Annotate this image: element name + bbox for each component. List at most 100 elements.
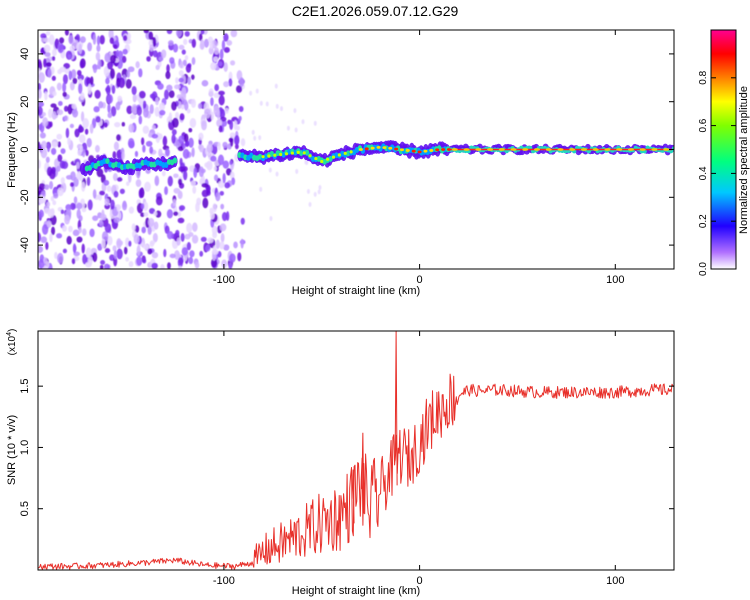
noise-blob [187, 76, 191, 85]
noise-blob [183, 170, 188, 181]
noise-blob [40, 33, 47, 39]
noise-blob [154, 106, 160, 117]
noise-blob [92, 63, 98, 74]
noise-blob [44, 184, 50, 190]
noise-blob [188, 127, 193, 133]
noise-blob [188, 137, 194, 148]
noise-blob [205, 244, 211, 252]
noise-blob [178, 166, 185, 172]
noise-blob [107, 112, 113, 119]
noise-blob [136, 168, 141, 179]
noise-blob [204, 162, 211, 168]
noise-blob [194, 261, 200, 269]
noise-blob [89, 123, 94, 134]
noise-blob [304, 159, 308, 165]
noise-blob [208, 46, 214, 55]
noise-blob [78, 83, 83, 94]
noise-blob [104, 248, 111, 254]
noise-blob [286, 125, 290, 131]
noise-blob [45, 156, 50, 163]
noise-blob [38, 101, 45, 107]
noise-blob [149, 146, 154, 154]
noise-blob [134, 150, 139, 157]
spectrogram-y-tick-label: 20 [19, 96, 31, 108]
noise-blob [76, 202, 83, 210]
noise-blob [265, 101, 269, 107]
snr-axes: -100 0 100 0.5 1.0 1.5 [19, 331, 674, 587]
noise-blob [155, 97, 159, 106]
noise-blob [166, 30, 173, 35]
noise-blob [69, 123, 74, 129]
noise-blob [38, 141, 41, 151]
noise-blob [142, 201, 149, 212]
noise-blob [87, 199, 93, 211]
noise-blob [165, 148, 170, 157]
spectrogram-y-label: Frequency (Hz) [6, 112, 18, 188]
snr-frame [37, 330, 675, 571]
noise-blob [100, 213, 107, 221]
noise-blob [151, 124, 156, 130]
noise-blob [295, 168, 299, 174]
noise-blob [203, 38, 209, 48]
noise-blob [60, 177, 65, 185]
noise-blob [44, 91, 48, 101]
noise-blob [93, 106, 100, 113]
noise-blob [219, 223, 227, 232]
noise-blob [84, 128, 89, 135]
noise-blob [63, 115, 68, 121]
spectrogram-x-tick-label: 0 [417, 274, 423, 286]
noise-blob [213, 47, 219, 55]
noise-blob [183, 133, 189, 143]
noise-blob [80, 111, 85, 122]
noise-blob [238, 106, 244, 113]
noise-blob [76, 236, 83, 243]
ridge-peak-dot [557, 148, 564, 151]
noise-blob [229, 253, 236, 263]
noise-blob [149, 104, 154, 115]
noise-blob [229, 135, 234, 147]
noise-blob [167, 262, 171, 269]
noise-blob [199, 144, 204, 153]
ridge-hot-spot [388, 146, 393, 150]
noise-blob [57, 187, 64, 197]
noise-blob [176, 94, 182, 99]
noise-blob [259, 186, 263, 192]
noise-blob [73, 176, 79, 187]
noise-blob [213, 56, 219, 62]
noise-blob [71, 103, 77, 110]
noise-blob [143, 212, 149, 217]
snr-x-label: Height of straight line (km) [292, 585, 420, 597]
noise-blob [57, 154, 63, 163]
noise-blob [151, 133, 159, 139]
noise-blob [161, 49, 167, 59]
colorbar-ticks: 0.0 0.2 0.4 0.6 0.8 [698, 70, 736, 276]
noise-blob [201, 182, 209, 188]
noise-blob [149, 93, 156, 99]
noise-blob [219, 241, 225, 250]
noise-blob [240, 238, 244, 249]
snr-scale-prefix: (x10 [7, 335, 18, 355]
noise-blob [119, 188, 125, 195]
ridge-hot-spot [376, 145, 381, 149]
ridge-warm-spot [308, 154, 312, 158]
noise-blob [116, 204, 120, 212]
spectrogram-y-tick-label: -20 [19, 189, 31, 205]
spectrogram-y-tick-label: 40 [19, 48, 31, 60]
noise-blob [224, 182, 231, 189]
noise-blob [223, 47, 230, 53]
noise-blob [70, 202, 76, 211]
noise-blob [136, 105, 142, 116]
noise-blob [185, 63, 192, 73]
noise-blob [166, 230, 174, 240]
noise-blob [65, 127, 70, 139]
noise-blob [131, 85, 137, 96]
noise-blob [234, 135, 240, 146]
ridge-hot-spot [423, 149, 428, 153]
noise-blob [96, 44, 101, 52]
ridge-warm-spot [296, 150, 300, 154]
noise-blob [181, 49, 186, 55]
noise-blob [63, 63, 71, 69]
noise-blob [40, 236, 48, 244]
noise-blob [98, 101, 104, 109]
noise-blob [216, 119, 223, 128]
